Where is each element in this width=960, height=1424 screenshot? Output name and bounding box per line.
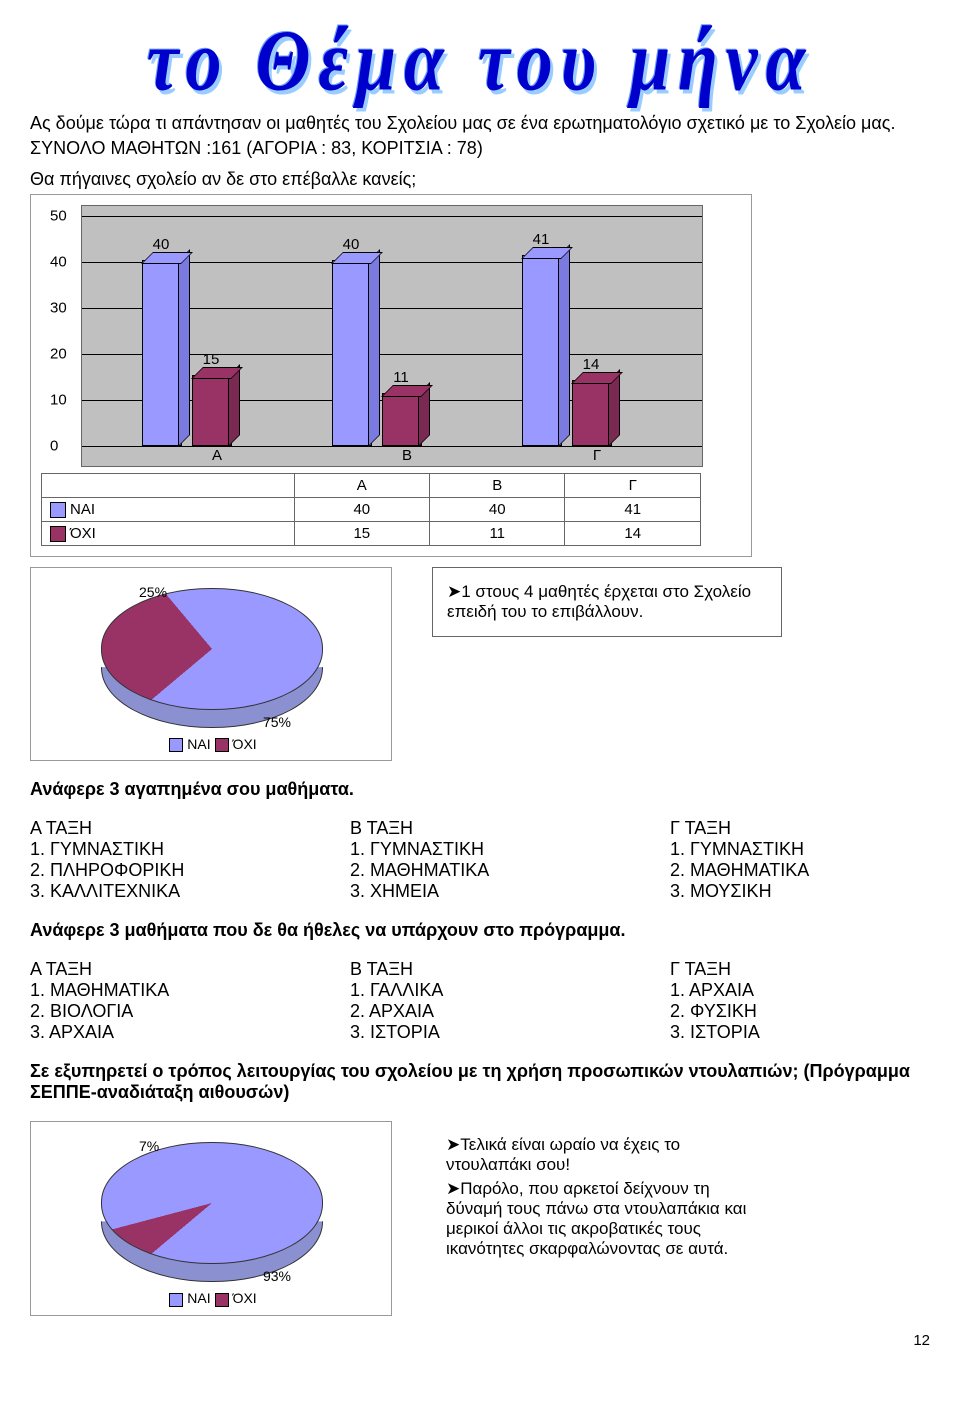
- pie1-chart: 25% 75%: [101, 588, 321, 708]
- pie-legend-label: ΝΑΙ: [187, 736, 210, 752]
- note2a-text: Τελικά είναι ωραίο να έχεις το ντουλαπάκ…: [446, 1135, 680, 1174]
- legend-series-label: ΝΑΙ: [70, 501, 95, 518]
- not-columns: Α ΤΑΞΗ1. ΜΑΘΗΜΑΤΙΚΑ2. ΒΙΟΛΟΓΙΑ3. ΑΡΧΑΙΑ Β…: [30, 959, 930, 1043]
- not-heading: Ανάφερε 3 μαθήματα που δε θα ήθελες να υ…: [30, 920, 930, 941]
- list-item: 2. ΦΥΣΙΚΗ: [670, 1001, 930, 1022]
- y-tick-label: 10: [50, 392, 67, 409]
- legend-cell: 41: [565, 498, 701, 522]
- list-item: 2. ΒΙΟΛΟΓΙΑ: [30, 1001, 290, 1022]
- list-item: 1. ΑΡΧΑΙΑ: [670, 980, 930, 1001]
- list-item: 3. ΙΣΤΟΡΙΑ: [350, 1022, 610, 1043]
- list-item: 3. ΑΡΧΑΙΑ: [30, 1022, 290, 1043]
- page-number: 12: [30, 1332, 930, 1349]
- pie1-container: 25% 75% ΝΑΙ ΌΧΙ: [30, 567, 392, 761]
- note1-text: 1 στους 4 μαθητές έρχεται στο Σχολείο επ…: [447, 582, 751, 621]
- legend-col-header: Β: [430, 474, 565, 498]
- pie2-chart: 7% 93%: [101, 1142, 321, 1262]
- barchart-container: 010203040504015Α4011Β4114Γ ΑΒΓΝΑΙ404041Ό…: [30, 194, 752, 557]
- question-2: Σε εξυπηρετεί ο τρόπος λειτουργίας του σ…: [30, 1061, 930, 1103]
- totals-line: ΣΥΝΟΛΟ ΜΑΘΗΤΩΝ :161 (ΑΓΟΡΙΑ : 83, ΚΟΡΙΤΣ…: [30, 138, 930, 159]
- pie1-pct-small: 25%: [139, 584, 167, 600]
- subject-column: Α ΤΑΞΗ1. ΜΑΘΗΜΑΤΙΚΑ2. ΒΙΟΛΟΓΙΑ3. ΑΡΧΑΙΑ: [30, 959, 290, 1043]
- legend-col-header: Α: [294, 474, 429, 498]
- category-label: Γ: [522, 447, 672, 464]
- note2b-text: Παρόλο, που αρκετοί δείχνουν τη δύναμή τ…: [446, 1179, 746, 1258]
- page-title-art: το Θέμα του μήνα: [30, 12, 930, 112]
- category-label: Β: [332, 447, 482, 464]
- pie2-container: 7% 93% ΝΑΙ ΌΧΙ: [30, 1121, 392, 1315]
- pie1-pct-large: 75%: [263, 714, 291, 730]
- list-item: 3. ΙΣΤΟΡΙΑ: [670, 1022, 930, 1043]
- legend-cell: 40: [430, 498, 565, 522]
- legend-cell: 40: [294, 498, 429, 522]
- pie-legend-label: ΌΧΙ: [233, 1290, 257, 1306]
- list-item: 2. ΠΛΗΡΟΦΟΡΙΚΗ: [30, 860, 290, 881]
- y-tick-label: 20: [50, 346, 67, 363]
- list-item: 1. ΓΑΛΛΙΚΑ: [350, 980, 610, 1001]
- subject-column: Γ ΤΑΞΗ1. ΓΥΜΝΑΣΤΙΚΗ2. ΜΑΘΗΜΑΤΙΚΑ3. ΜΟΥΣΙ…: [670, 818, 930, 902]
- column-header: Α ΤΑΞΗ: [30, 818, 290, 839]
- list-item: 1. ΓΥΜΝΑΣΤΙΚΗ: [30, 839, 290, 860]
- y-tick-label: 50: [50, 208, 67, 225]
- y-tick-label: 0: [50, 438, 58, 455]
- list-item: 2. ΑΡΧΑΙΑ: [350, 1001, 610, 1022]
- question-1: Θα πήγαινες σχολείο αν δε στο επέβαλλε κ…: [30, 169, 930, 190]
- subject-column: Β ΤΑΞΗ1. ΓΥΜΝΑΣΤΙΚΗ2. ΜΑΘΗΜΑΤΙΚΑ3. ΧΗΜΕΙ…: [350, 818, 610, 902]
- legend-cell: 14: [565, 522, 701, 546]
- bar-value-label: 11: [382, 369, 420, 386]
- subject-column: Γ ΤΑΞΗ1. ΑΡΧΑΙΑ2. ΦΥΣΙΚΗ3. ΙΣΤΟΡΙΑ: [670, 959, 930, 1043]
- bar-value-label: 14: [572, 356, 610, 373]
- legend-cell: 15: [294, 522, 429, 546]
- column-header: Β ΤΑΞΗ: [350, 818, 610, 839]
- pie2-pct-large: 93%: [263, 1268, 291, 1284]
- note-box-2: ➤Τελικά είναι ωραίο να έχεις το ντουλαπά…: [432, 1121, 780, 1273]
- fav-heading: Ανάφερε 3 αγαπημένα σου μαθήματα.: [30, 779, 930, 800]
- list-item: 3. ΜΟΥΣΙΚΗ: [670, 881, 930, 902]
- pie2-pct-small: 7%: [139, 1138, 159, 1154]
- barchart-plot: 010203040504015Α4011Β4114Γ: [81, 205, 703, 467]
- column-header: Γ ΤΑΞΗ: [670, 818, 930, 839]
- list-item: 3. ΚΑΛΛΙΤΕΧΝΙΚΑ: [30, 881, 290, 902]
- category-label: Α: [142, 447, 292, 464]
- list-item: 3. ΧΗΜΕΙΑ: [350, 881, 610, 902]
- list-item: 2. ΜΑΘΗΜΑΤΙΚΑ: [670, 860, 930, 881]
- pie1-legend: ΝΑΙ ΌΧΙ: [51, 736, 371, 752]
- list-item: 1. ΜΑΘΗΜΑΤΙΚΑ: [30, 980, 290, 1001]
- fav-columns: Α ΤΑΞΗ1. ΓΥΜΝΑΣΤΙΚΗ2. ΠΛΗΡΟΦΟΡΙΚΗ3. ΚΑΛΛ…: [30, 818, 930, 902]
- note-box-1: ➤1 στους 4 μαθητές έρχεται στο Σχολείο ε…: [432, 567, 782, 637]
- list-item: 1. ΓΥΜΝΑΣΤΙΚΗ: [670, 839, 930, 860]
- pie-legend-label: ΝΑΙ: [187, 1290, 210, 1306]
- subject-column: Α ΤΑΞΗ1. ΓΥΜΝΑΣΤΙΚΗ2. ΠΛΗΡΟΦΟΡΙΚΗ3. ΚΑΛΛ…: [30, 818, 290, 902]
- column-header: Α ΤΑΞΗ: [30, 959, 290, 980]
- column-header: Γ ΤΑΞΗ: [670, 959, 930, 980]
- y-tick-label: 30: [50, 300, 67, 317]
- pie-legend-label: ΌΧΙ: [233, 736, 257, 752]
- legend-series-label: ΌΧΙ: [70, 525, 96, 542]
- y-tick-label: 40: [50, 254, 67, 271]
- column-header: Β ΤΑΞΗ: [350, 959, 610, 980]
- bar-value-label: 40: [142, 236, 180, 253]
- bar-value-label: 15: [192, 351, 230, 368]
- barchart-legend-table: ΑΒΓΝΑΙ404041ΌΧΙ151114: [41, 473, 701, 546]
- pie2-legend: ΝΑΙ ΌΧΙ: [51, 1290, 371, 1306]
- legend-col-header: Γ: [565, 474, 701, 498]
- legend-cell: 11: [430, 522, 565, 546]
- subject-column: Β ΤΑΞΗ1. ΓΑΛΛΙΚΑ2. ΑΡΧΑΙΑ3. ΙΣΤΟΡΙΑ: [350, 959, 610, 1043]
- list-item: 1. ΓΥΜΝΑΣΤΙΚΗ: [350, 839, 610, 860]
- bar-value-label: 41: [522, 231, 560, 248]
- bar-value-label: 40: [332, 236, 370, 253]
- intro-text: Ας δούμε τώρα τι απάντησαν οι μαθητές το…: [30, 113, 930, 134]
- list-item: 2. ΜΑΘΗΜΑΤΙΚΑ: [350, 860, 610, 881]
